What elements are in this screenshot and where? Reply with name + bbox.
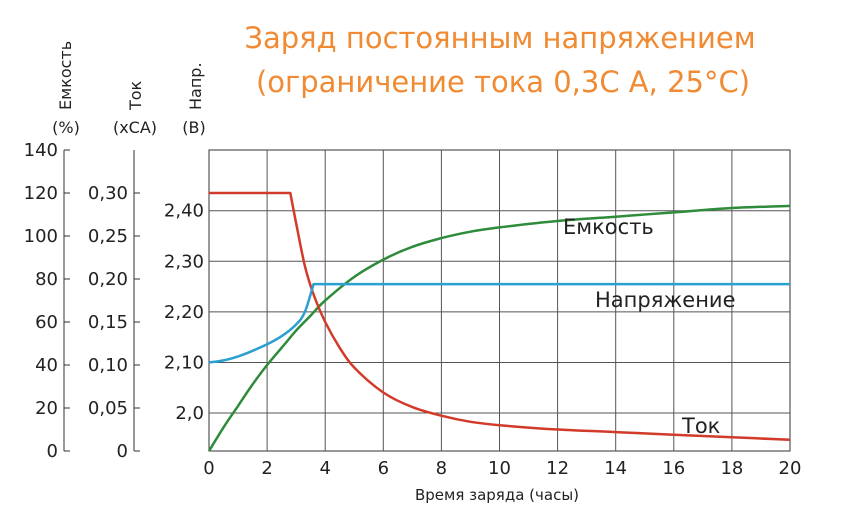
current-tick-label: 0 — [117, 441, 128, 462]
voltage-tick-label: 2,20 — [164, 302, 204, 323]
x-tick-label: 10 — [488, 458, 511, 479]
x-tick-label: 18 — [720, 458, 743, 479]
series-line-voltage — [208, 282, 790, 364]
series-layer — [207, 191, 791, 452]
current-tick-label: 0,20 — [88, 269, 128, 290]
x-tick-label: 14 — [604, 458, 627, 479]
capacity-axis-name: Емкость — [56, 41, 75, 110]
current-tick-label: 0,15 — [88, 312, 128, 333]
voltage-tick-label: 2,30 — [164, 251, 204, 272]
capacity-tick-label: 0 — [47, 441, 58, 462]
current-tick-label: 0,10 — [88, 355, 128, 376]
capacity-tick-label: 20 — [35, 398, 58, 419]
capacity-tick-label: 140 — [24, 140, 58, 161]
current-tick-label: 0,30 — [88, 183, 128, 204]
voltage-axis-unit: (В) — [182, 118, 205, 137]
capacity-tick-label: 80 — [35, 269, 58, 290]
current-tick-label: 0,25 — [88, 226, 128, 247]
x-tick-label: 4 — [319, 458, 330, 479]
capacity-tick-label: 100 — [24, 226, 58, 247]
voltage-axis-name: Напр. — [186, 62, 205, 110]
current-axis-unit: (хСА) — [113, 118, 157, 137]
capacity-tick-label: 60 — [35, 312, 58, 333]
capacity-axis-unit: (%) — [52, 118, 80, 137]
series-label-capacity: Емкость — [563, 215, 654, 239]
voltage-tick-label: 2,10 — [164, 352, 204, 373]
x-tick-label: 12 — [546, 458, 569, 479]
x-tick-label: 0 — [203, 458, 214, 479]
voltage-tick-label: 2,40 — [164, 201, 204, 222]
series-line-current — [209, 191, 791, 442]
x-tick-label: 6 — [378, 458, 389, 479]
capacity-tick-label: 40 — [35, 355, 58, 376]
current-axis-name: Ток — [126, 80, 145, 111]
series-label-current: Ток — [681, 414, 720, 438]
x-tick-label: 16 — [662, 458, 685, 479]
x-tick-label: 8 — [436, 458, 447, 479]
series-line-capacity — [207, 204, 791, 452]
chart-title-line2: (ограничение тока 0,3С А, 25°С) — [256, 65, 750, 99]
x-tick-label: 20 — [779, 458, 802, 479]
voltage-tick-label: 2,0 — [175, 403, 204, 424]
chart-title-line1: Заряд постоянным напряжением — [244, 21, 755, 55]
x-axis-label: Время заряда (часы) — [415, 486, 579, 504]
tick-layer: 0 2 4 6 8 10 12 14 16 18 20 2,0 2,10 2,20 2,30 2,40 0 20 4… — [24, 140, 802, 479]
series-label-voltage: Напряжение — [595, 288, 736, 312]
x-tick-label: 2 — [261, 458, 272, 479]
current-tick-label: 0,05 — [88, 398, 128, 419]
capacity-tick-label: 120 — [24, 183, 58, 204]
